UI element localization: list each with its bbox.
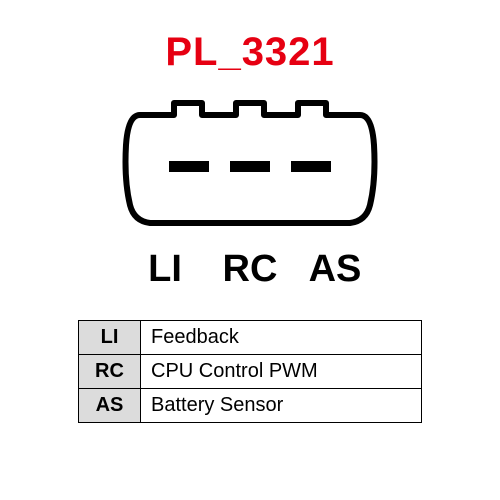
legend-desc-rc: CPU Control PWM [141, 355, 422, 389]
table-row: AS Battery Sensor [79, 389, 422, 423]
legend-table: LI Feedback RC CPU Control PWM AS Batter… [78, 320, 422, 423]
connector-diagram [120, 85, 380, 245]
legend-code-li: LI [79, 321, 141, 355]
legend-code-as: AS [79, 389, 141, 423]
pin-slot-3 [291, 161, 331, 172]
pin-slot-2 [230, 161, 270, 172]
legend-code-rc: RC [79, 355, 141, 389]
table-row: RC CPU Control PWM [79, 355, 422, 389]
pin-label-li: LI [128, 248, 203, 291]
pin-slot-1 [169, 161, 209, 172]
legend-desc-as: Battery Sensor [141, 389, 422, 423]
pin-label-rc: RC [213, 248, 288, 291]
pin-label-as: AS [298, 248, 373, 291]
legend-desc-li: Feedback [141, 321, 422, 355]
part-number-title: PL_3321 [165, 30, 334, 75]
table-row: LI Feedback [79, 321, 422, 355]
pin-labels-row: LI RC AS [128, 248, 373, 291]
